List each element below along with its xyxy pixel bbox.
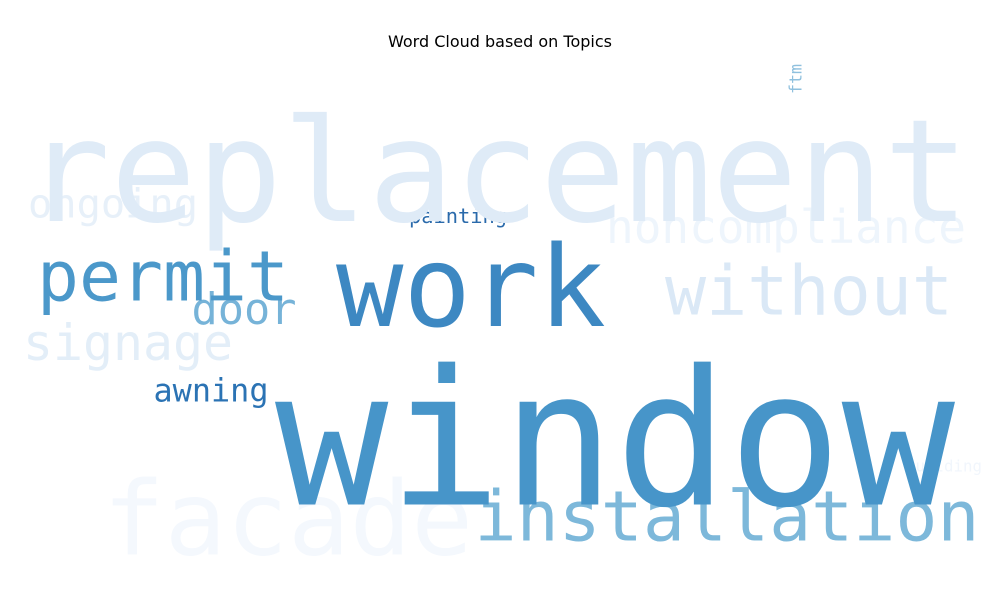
word-permit: permit bbox=[37, 237, 289, 318]
word-ongoing: ongoing bbox=[28, 181, 198, 228]
word-noncompliance: noncompliance bbox=[606, 200, 966, 254]
word-signage: signage bbox=[23, 314, 233, 372]
word-installation: installation bbox=[475, 477, 980, 558]
word-window: window bbox=[275, 331, 956, 550]
word-replacement: replacement bbox=[25, 89, 970, 255]
word-work: work bbox=[336, 223, 606, 353]
word-without: without bbox=[665, 253, 953, 332]
chart-title: Word Cloud based on Topics bbox=[388, 32, 612, 51]
word-door: door bbox=[192, 285, 297, 335]
word-ftm: ftm bbox=[787, 64, 806, 94]
word-facade: facade bbox=[103, 461, 473, 580]
word-awning: awning bbox=[154, 373, 269, 410]
word-building: building bbox=[906, 457, 982, 476]
word-painting: painting bbox=[409, 204, 507, 228]
